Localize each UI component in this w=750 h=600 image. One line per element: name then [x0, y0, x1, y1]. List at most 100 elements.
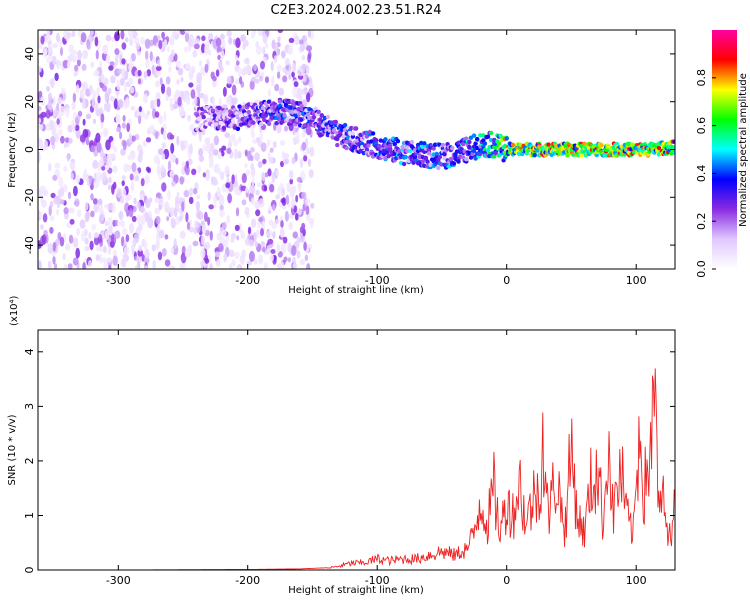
heatmap-cell: [233, 148, 239, 160]
heatmap-cell: [401, 161, 407, 167]
heatmap-cell: [204, 241, 211, 250]
heatmap-cell: [269, 254, 275, 262]
heatmap-cell: [384, 150, 390, 155]
heatmap-cell: [599, 143, 604, 148]
heatmap-cell: [194, 38, 200, 45]
heatmap-cell: [246, 64, 252, 76]
heatmap-cell: [56, 103, 60, 111]
heatmap-cell: [213, 197, 217, 209]
heatmap-cell: [277, 30, 283, 34]
heatmap-cell: [215, 69, 220, 77]
heatmap-cell: [118, 210, 124, 221]
heatmap-cell: [155, 65, 162, 71]
heatmap-cell: [235, 126, 241, 131]
heatmap-cell: [237, 66, 242, 77]
heatmap-cell: [88, 232, 92, 240]
heatmap-cell: [138, 149, 144, 157]
heatmap-cell: [51, 55, 57, 65]
heatmap-cell: [303, 75, 307, 83]
heatmap-cell: [313, 106, 318, 112]
heatmap-cell: [392, 141, 397, 147]
heatmap-cell: [151, 64, 155, 75]
heatmap-cell: [143, 71, 148, 78]
heatmap-cell: [307, 158, 312, 167]
snr-x-label: Height of straight line (km): [288, 585, 424, 596]
heatmap-cell: [234, 251, 240, 259]
heatmap-cell: [96, 171, 102, 182]
heatmap-cell: [92, 118, 97, 125]
colorbar-label: Normalized spectral amplitude: [738, 73, 749, 227]
heatmap-cell: [325, 114, 331, 120]
heatmap-cell: [311, 115, 317, 120]
heatmap-cell: [99, 158, 104, 167]
heatmap-cell: [187, 44, 192, 52]
heatmap-cell: [241, 173, 247, 184]
heatmap-cell: [130, 53, 136, 62]
heatmap-cell: [278, 87, 285, 96]
heatmap-cell: [202, 172, 206, 178]
heatmap-cell: [100, 76, 106, 84]
heatmap-cell: [287, 242, 292, 253]
heatmap-cell: [301, 88, 308, 96]
heatmap-cell: [189, 143, 193, 154]
heatmap-cell: [257, 161, 263, 168]
heatmap-cell: [266, 121, 272, 127]
heatmap-cell: [302, 228, 306, 237]
heatmap-cell: [106, 257, 112, 263]
heatmap-cell: [180, 142, 185, 151]
colorbar-tick-label: 0.4: [695, 165, 708, 183]
heatmap-cell: [255, 189, 260, 196]
heatmap-cell: [99, 246, 104, 252]
heatmap-cell: [261, 220, 265, 231]
heatmap-cell: [63, 263, 68, 269]
heatmap-cell: [134, 37, 140, 45]
colorbar-axis: 0.0 0.2 0.4 0.6 0.8: [695, 69, 716, 278]
snr-y-label: SNR (10 * v/v): [7, 414, 18, 485]
heatmap-cell: [40, 96, 46, 106]
heatmap-cell: [227, 193, 233, 204]
heatmap-cell: [292, 256, 296, 264]
heatmap-cell: [128, 208, 134, 218]
heatmap-cell: [144, 265, 149, 269]
heatmap-cell: [215, 37, 222, 48]
heatmap-cell: [258, 254, 263, 265]
heatmap-cell: [268, 156, 274, 164]
heatmap-cell: [136, 201, 141, 210]
heatmap-cell: [571, 152, 576, 157]
heatmap-cell: [38, 260, 42, 269]
heatmap-cell: [69, 160, 76, 171]
heatmap-cell: [196, 72, 203, 83]
heatmap-cell: [260, 142, 267, 152]
heatmap-cell: [304, 254, 309, 262]
heatmap-cell: [306, 92, 311, 103]
heatmap-cell: [174, 207, 178, 218]
heatmap-cell: [274, 121, 279, 126]
heatmap-cell: [138, 245, 143, 252]
heatmap-cell: [151, 244, 156, 252]
heatmap-cell: [184, 32, 190, 43]
heatmap-cell: [55, 195, 62, 204]
heatmap-cell: [276, 64, 282, 72]
heatmap-cell: [276, 243, 280, 254]
heatmap-cell: [206, 117, 211, 123]
heatmap-cell: [247, 226, 252, 235]
heatmap-cell: [163, 129, 167, 141]
heatmap-cell: [286, 184, 291, 193]
heatmap-cell: [335, 142, 340, 148]
heatmap-cell: [184, 248, 191, 258]
heatmap-cell: [133, 197, 137, 205]
y-tick-label: 20: [23, 95, 36, 109]
heatmap-cell: [170, 49, 175, 58]
heatmap-cell: [243, 65, 247, 76]
heatmap-cell: [285, 194, 290, 205]
heatmap-cell: [126, 122, 131, 133]
heatmap-cell: [217, 168, 222, 176]
heatmap-cell: [245, 57, 250, 65]
heatmap-cell: [311, 110, 317, 115]
heatmap-cell: [431, 146, 436, 151]
heatmap-cell: [288, 37, 295, 44]
heatmap-cell: [204, 258, 210, 264]
heatmap-cell: [451, 161, 457, 166]
x-tick-label: -300: [106, 574, 131, 587]
